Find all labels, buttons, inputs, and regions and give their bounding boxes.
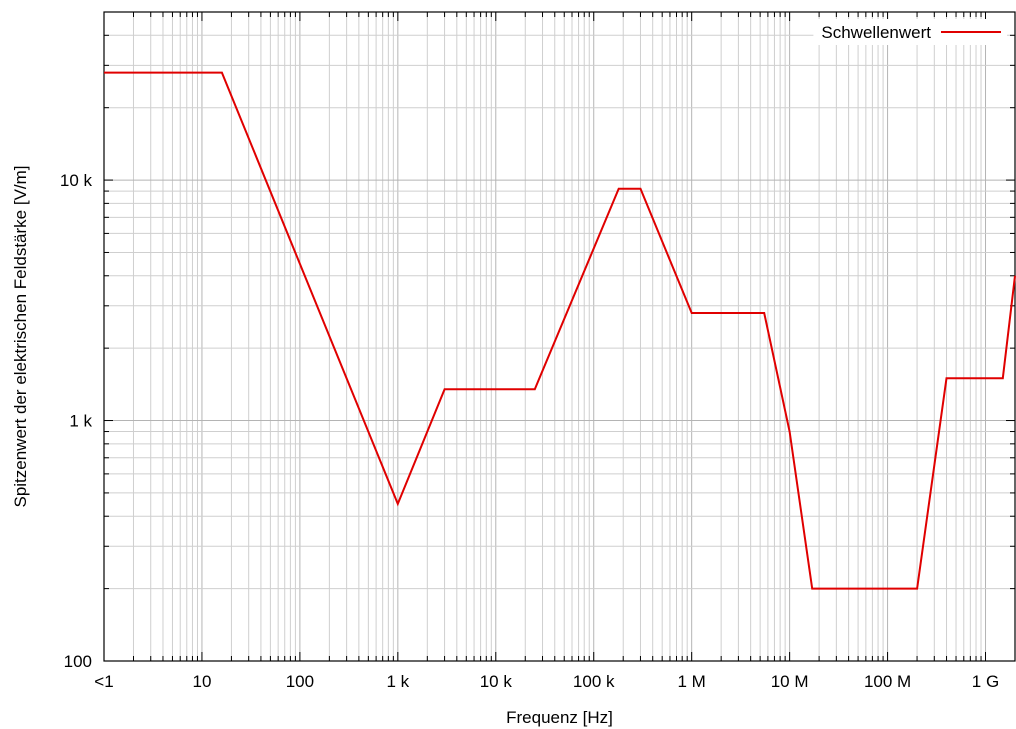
series-line (104, 71, 1016, 590)
x-tick-label: 100 k (573, 672, 615, 691)
y-tick-label: 100 (64, 652, 92, 671)
x-tick-label: 100 M (864, 672, 911, 691)
x-tick-label: 10 (192, 672, 211, 691)
legend: Schwellenwert (813, 19, 1007, 45)
y-axis-label: Spitzenwert der elektrischen Feldstärke … (11, 165, 30, 507)
x-tick-label: 10 M (771, 672, 809, 691)
y-tick-label: 1 k (69, 412, 92, 431)
plot-frame (103, 11, 1016, 662)
axis-ticks (103, 11, 1016, 662)
series-lines (104, 71, 1016, 590)
x-tick-label: 100 (286, 672, 314, 691)
x-tick-labels: <1 10 100 1 k 10 k 100 k 1 M 10 M 100 M 1 G (94, 672, 999, 691)
legend-label: Schwellenwert (821, 23, 931, 42)
y-tick-label: 10 k (60, 171, 93, 190)
grid-lines (103, 11, 1016, 662)
y-tick-labels: 100 1 k 10 k (60, 171, 93, 671)
x-tick-label: <1 (94, 672, 113, 691)
x-tick-label: 10 k (480, 672, 513, 691)
x-axis-label: Frequenz [Hz] (506, 708, 613, 727)
x-tick-label: 1 G (972, 672, 999, 691)
x-tick-label: 1 k (386, 672, 409, 691)
x-tick-label: 1 M (678, 672, 706, 691)
